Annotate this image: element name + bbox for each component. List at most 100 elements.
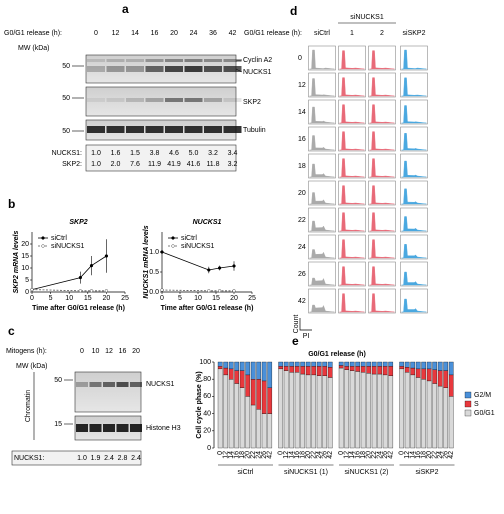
histogram <box>309 49 335 70</box>
lane-label: 42 <box>229 30 237 37</box>
bar-segment <box>250 361 256 380</box>
bar-segment <box>239 387 245 449</box>
histogram <box>369 158 395 178</box>
quant-value: 3.4 <box>228 150 238 157</box>
band <box>87 98 105 102</box>
x-tick-label: 16 <box>415 451 422 459</box>
bar-segment <box>349 366 355 371</box>
bar-segment <box>289 361 295 367</box>
bar-segment <box>410 374 416 449</box>
histogram <box>309 135 335 151</box>
point <box>160 250 164 254</box>
bar-segment <box>239 370 245 388</box>
bar-segment <box>448 396 454 449</box>
lane-label: 36 <box>209 30 217 37</box>
band <box>103 382 115 387</box>
mw-marker: 50 <box>62 128 70 135</box>
histogram <box>339 266 365 286</box>
band <box>126 66 144 72</box>
bar-segment <box>289 366 295 373</box>
bar-segment <box>426 368 432 382</box>
quant-value: 1.0 <box>77 455 87 462</box>
row-label: 20 <box>298 190 306 197</box>
bar-segment <box>443 370 449 388</box>
bar-segment <box>289 372 295 449</box>
x-tick-label: 0 <box>399 451 406 455</box>
histogram <box>309 220 335 232</box>
bar-segment <box>316 375 322 449</box>
histogram <box>339 50 365 70</box>
bar-segment <box>234 361 240 371</box>
bar-segment <box>437 385 443 449</box>
point <box>232 264 236 268</box>
bar-segment <box>223 367 229 376</box>
bar-segment <box>234 383 240 449</box>
bar-segment <box>322 366 328 376</box>
band <box>116 382 129 387</box>
quant-box <box>85 144 237 172</box>
band <box>223 98 242 102</box>
legend-label: S <box>474 401 479 408</box>
band <box>204 66 222 72</box>
band <box>184 126 203 133</box>
x-tick-label: 20 <box>245 451 252 459</box>
legend-label: siNUCKS1 <box>51 243 85 250</box>
x-tick-label: 0 <box>278 451 285 455</box>
bar-segment <box>443 361 449 371</box>
point <box>78 289 83 293</box>
bar-segment <box>410 361 416 369</box>
bar-segment <box>300 361 306 367</box>
row-label: 24 <box>298 244 306 251</box>
histogram <box>401 105 427 124</box>
bar-segment <box>327 367 333 378</box>
mw-marker: 50 <box>62 95 70 102</box>
bar-segment <box>355 366 361 372</box>
bar-segment <box>377 366 383 375</box>
band <box>87 126 105 133</box>
point <box>217 266 222 270</box>
band <box>89 424 102 432</box>
row-label: 0 <box>298 55 302 62</box>
legend-label: siCtrl <box>181 235 197 242</box>
lane-label: 10 <box>92 348 100 355</box>
band <box>126 126 144 133</box>
bar-segment <box>294 361 300 367</box>
bar-segment <box>399 368 405 449</box>
lane-label: 24 <box>190 30 198 37</box>
y-tick-label: 80 <box>203 376 211 383</box>
bar-segment <box>217 366 223 370</box>
row-label: 12 <box>298 82 306 89</box>
x-tick-label: 24 <box>377 451 384 459</box>
band-label: Tubulin <box>243 127 266 134</box>
bar-segment <box>311 374 317 449</box>
chart-title: SKP2 <box>69 219 87 226</box>
x-tick-label: 5 <box>49 295 53 302</box>
point <box>78 275 83 280</box>
bar-segment <box>311 366 317 376</box>
quant-value: 11.8 <box>206 161 219 168</box>
x-tick-label: 0 <box>217 451 224 455</box>
x-tick-label: 22 <box>311 451 318 459</box>
y-axis-label: NUCKS1 mRNA levels <box>143 225 150 298</box>
histogram <box>369 104 395 124</box>
line <box>161 289 234 292</box>
quant-value: 2.4 <box>104 455 114 462</box>
y-tick-label: 100 <box>199 359 211 366</box>
axis-glyph-label: Count <box>293 315 300 334</box>
band <box>130 424 142 432</box>
histogram <box>339 158 365 178</box>
bar-segment <box>382 366 388 376</box>
group-label: siNUCKS1 (2) <box>345 469 389 476</box>
bar-segment <box>256 379 262 410</box>
histogram <box>401 244 427 259</box>
bar-segment <box>410 367 416 376</box>
lane-label: 20 <box>132 348 140 355</box>
bar-segment <box>415 361 421 370</box>
point <box>217 289 222 293</box>
x-tick-label: 20 <box>305 451 312 459</box>
bar-segment <box>327 361 333 368</box>
quant-value: 11.9 <box>148 161 161 168</box>
x-tick-label: 18 <box>239 451 246 459</box>
x-tick-label: 26 <box>382 451 389 459</box>
x-tick-label: 20 <box>426 451 433 459</box>
